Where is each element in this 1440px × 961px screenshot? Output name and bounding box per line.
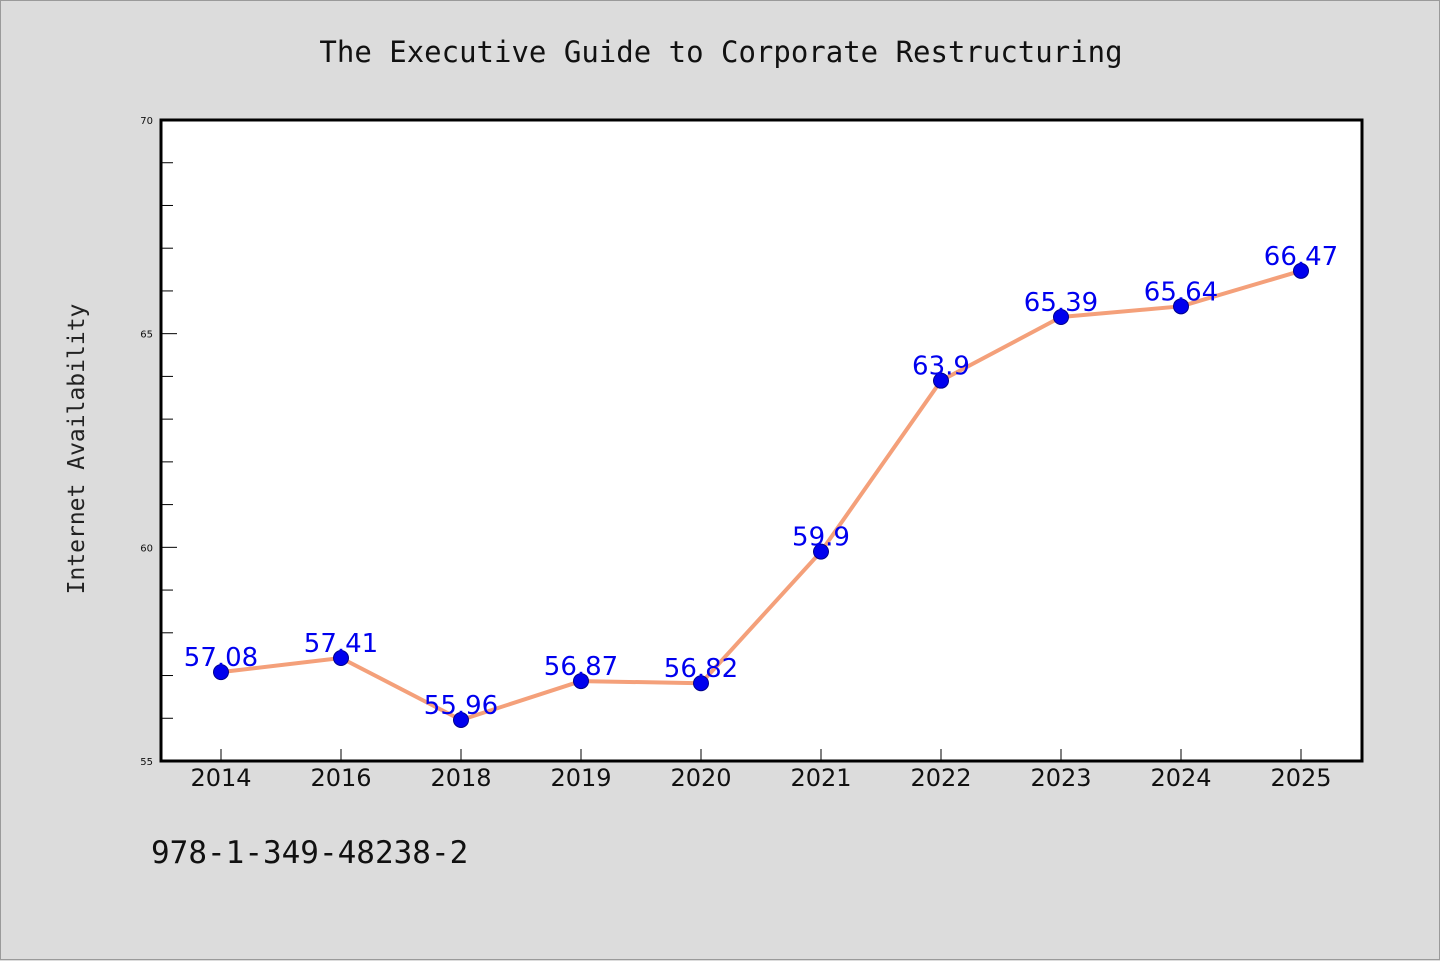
x-tick-label: 2019 — [550, 764, 611, 792]
data-label: 56.82 — [664, 654, 738, 684]
data-label: 59.9 — [792, 523, 850, 553]
data-point — [693, 675, 709, 692]
series-markers — [213, 262, 1309, 728]
data-point — [813, 543, 829, 560]
y-tick-label: 60 — [140, 543, 153, 554]
y-tick-label: 70 — [140, 116, 153, 127]
data-point — [1053, 309, 1069, 326]
x-tick-label: 2024 — [1150, 764, 1211, 792]
data-label: 56.87 — [544, 652, 618, 682]
data-point — [453, 711, 469, 728]
data-point — [1293, 262, 1309, 279]
data-point — [933, 372, 949, 389]
data-point — [213, 664, 229, 681]
data-point — [573, 673, 589, 690]
data-label: 65.64 — [1144, 277, 1218, 307]
data-point — [333, 650, 349, 667]
x-tick-label: 2016 — [310, 764, 371, 792]
data-label: 65.39 — [1024, 288, 1098, 318]
plot-area — [159, 118, 1364, 763]
x-tick-label: 2021 — [790, 764, 851, 792]
series-line — [219, 268, 1303, 722]
x-tick-label: 2025 — [1270, 764, 1331, 792]
x-tick-label: 2023 — [1030, 764, 1091, 792]
x-tick-label: 2018 — [430, 764, 491, 792]
data-label: 57.41 — [304, 629, 378, 659]
x-tick-label: 2014 — [190, 764, 251, 792]
isbn-text: 978-1-349-48238-2 — [151, 835, 469, 871]
data-point — [1173, 298, 1189, 315]
x-tick-label: 2022 — [910, 764, 971, 792]
x-axis-ticks: 2014 2016 2018 2019 2020 2021 2022 2023 2024 2025 — [190, 749, 1332, 792]
y-tick-label: 55 — [140, 757, 153, 768]
data-label: 57.08 — [184, 643, 258, 673]
y-minor-ticks — [161, 162, 173, 719]
chart-title: The Executive Guide to Corporate Restruc… — [319, 35, 1123, 69]
data-labels: 57.08 57.41 55.96 56.87 56.82 59.9 63.9 65.39 65… — [184, 242, 1338, 721]
data-label: 63.9 — [912, 352, 970, 382]
data-label: 55.96 — [424, 691, 498, 721]
y-axis-ticks: 55 60 65 70 — [140, 116, 177, 768]
x-tick-label: 2020 — [670, 764, 731, 792]
data-label: 66.47 — [1264, 242, 1338, 272]
y-tick-label: 65 — [140, 330, 153, 341]
